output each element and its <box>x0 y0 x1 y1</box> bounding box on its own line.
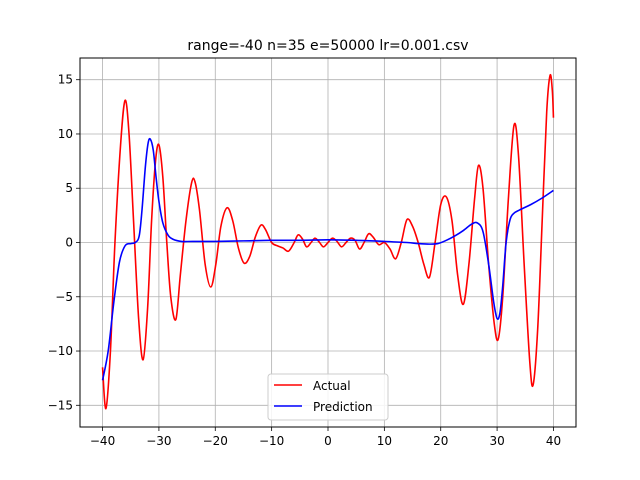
axis-ticks: −40 −30 −20 −10 0 10 20 30 40 −15 −10 −5 0 5 10 15 <box>48 73 561 448</box>
series-line-prediction <box>101 137 554 381</box>
x-tick-label: −20 <box>203 434 228 448</box>
x-tick-label: 0 <box>324 434 332 448</box>
y-tick-label: −5 <box>55 290 73 304</box>
x-tick-label: 40 <box>546 434 561 448</box>
x-tick-label: −10 <box>259 434 284 448</box>
legend-label-prediction: Prediction <box>313 400 373 414</box>
y-tick-label: −10 <box>48 344 73 358</box>
legend: Actual Prediction <box>267 373 389 421</box>
legend-label-actual: Actual <box>313 379 351 393</box>
chart-title: range=-40 n=35 e=50000 lr=0.001.csv <box>187 38 468 54</box>
x-tick-label: 30 <box>489 434 504 448</box>
y-tick-label: 0 <box>65 236 73 250</box>
x-tick-label: 10 <box>377 434 392 448</box>
y-tick-label: 10 <box>58 127 73 141</box>
x-tick-label: −30 <box>146 434 171 448</box>
y-tick-label: 15 <box>58 73 73 87</box>
x-tick-label: 20 <box>433 434 448 448</box>
series-layer <box>101 73 555 410</box>
x-tick-label: −40 <box>90 434 115 448</box>
y-tick-label: 5 <box>65 181 73 195</box>
y-tick-label: −15 <box>48 398 73 412</box>
